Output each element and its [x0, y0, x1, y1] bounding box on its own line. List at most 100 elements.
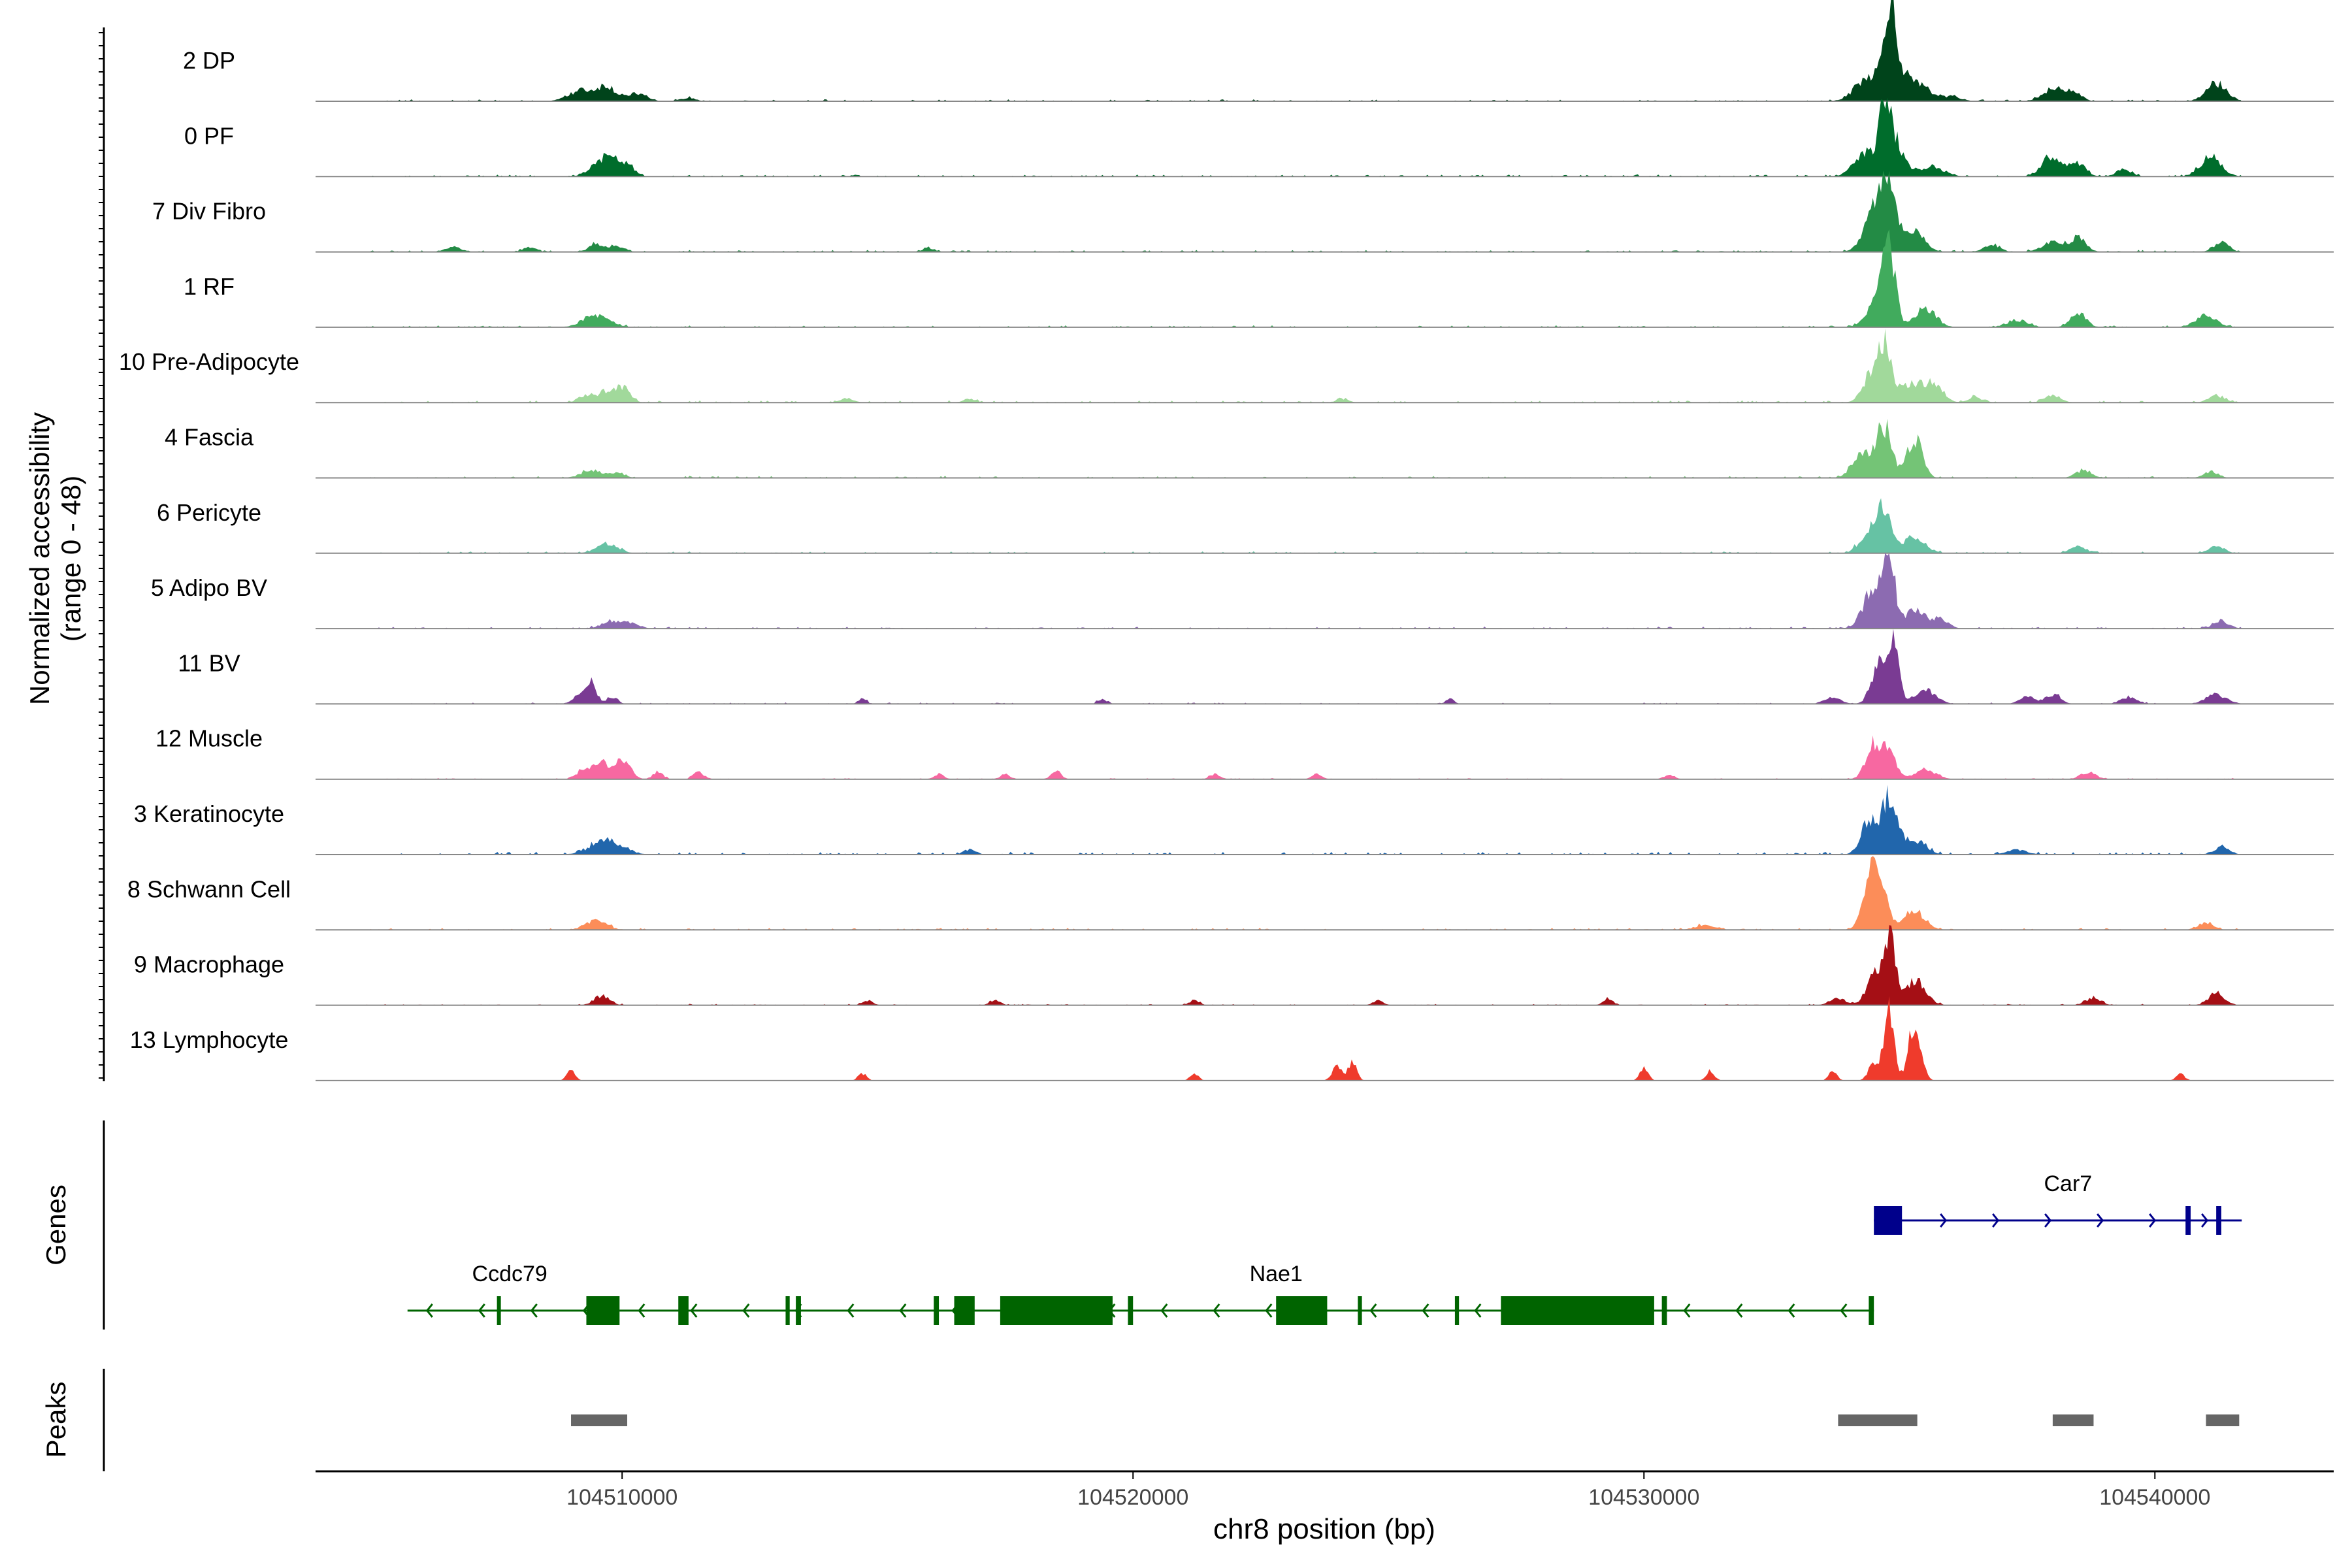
gene-exon: [1869, 1296, 1874, 1325]
track-label: 7 Div Fibro: [152, 198, 266, 225]
strand-chevron: [1265, 1303, 1273, 1318]
gene-exon: [1874, 1206, 1903, 1235]
x-axis: 104510000 104520000 104530000 104540000: [316, 1470, 2334, 1510]
gene-exon: [1661, 1296, 1667, 1325]
track-signal: [367, 629, 2242, 704]
track-12: 8 Schwann Cell: [127, 856, 2334, 931]
y-axis: [99, 27, 105, 1081]
x-tick-label: 104540000: [2099, 1485, 2210, 1510]
gene-exon: [2216, 1206, 2221, 1235]
gene-exon: [497, 1296, 501, 1325]
track-label: 3 Keratinocyte: [134, 800, 284, 827]
strand-chevron: [638, 1303, 645, 1318]
track-label: 1 RF: [184, 273, 235, 300]
strand-chevron: [1940, 1213, 1948, 1228]
x-tick-label: 104510000: [566, 1485, 678, 1510]
x-tick-label: 104520000: [1077, 1485, 1188, 1510]
track-5: 10 Pre-Adipocyte: [119, 329, 2334, 404]
peaks-track: [571, 1414, 2240, 1426]
gene-ccdc79: Ccdc79: [407, 1262, 620, 1325]
strand-chevron: [1992, 1213, 2000, 1228]
gene-exon: [934, 1296, 939, 1325]
track-label: 0 PF: [184, 122, 234, 149]
accessibility-tracks: 2 DP 0 PF 7 Div Fibro 1 RF 10 Pre-Adipocyte 4…: [119, 0, 2334, 1081]
track-signal: [367, 785, 2242, 855]
gene-exon: [1358, 1296, 1362, 1325]
x-tick-label: 104530000: [1588, 1485, 1699, 1510]
track-signal: [367, 329, 2242, 403]
track-label: 10 Pre-Adipocyte: [119, 348, 299, 375]
track-label: 4 Fascia: [165, 424, 254, 451]
track-signal: [367, 97, 2242, 177]
gene-exon: [678, 1296, 689, 1325]
gene-exon: [1501, 1296, 1654, 1325]
peaks-track-label: Peaks: [41, 1382, 71, 1458]
strand-chevron: [1840, 1303, 1848, 1318]
gene-exon: [1000, 1296, 1113, 1325]
track-signal: [367, 229, 2242, 327]
strand-chevron: [1735, 1303, 1743, 1318]
strand-chevron: [425, 1303, 433, 1318]
y-axis-range-label: (range 0 - 48): [56, 476, 86, 642]
strand-chevron: [1213, 1303, 1220, 1318]
track-13: 9 Macrophage: [134, 925, 2334, 1006]
track-4: 1 RF: [184, 229, 2334, 328]
track-signal: [367, 856, 2242, 930]
track-signal: [367, 735, 2242, 779]
track-label: 2 DP: [183, 47, 235, 74]
track-label: 9 Macrophage: [134, 951, 284, 978]
peak-region: [1838, 1414, 1918, 1426]
genes-track-label: Genes: [41, 1184, 71, 1266]
peak-region: [571, 1414, 628, 1426]
track-1: 2 DP: [183, 0, 2334, 102]
strand-chevron: [899, 1303, 907, 1318]
y-axis-label: Normalized accessibility: [24, 412, 55, 705]
track-label: 6 Pericyte: [157, 499, 261, 526]
gene-exon: [1454, 1296, 1460, 1325]
strand-chevron: [2097, 1213, 2104, 1228]
gene-exon: [796, 1296, 801, 1325]
strand-chevron: [2149, 1213, 2157, 1228]
track-6: 4 Fascia: [165, 419, 2334, 479]
track-8: 5 Adipo BV: [151, 553, 2334, 630]
strand-chevron: [530, 1303, 538, 1318]
gene-nae1: Nae1: [619, 1262, 1874, 1325]
strand-chevron: [742, 1303, 750, 1318]
track-signal: [367, 553, 2242, 629]
track-label: 11 BV: [178, 649, 240, 676]
peak-region: [2052, 1414, 2094, 1426]
strand-chevron: [847, 1303, 855, 1318]
gene-exon: [586, 1296, 620, 1325]
gene-exon: [954, 1296, 975, 1325]
strand-chevron: [690, 1303, 698, 1318]
track-signal: [367, 498, 2242, 553]
strand-chevron: [1683, 1303, 1691, 1318]
track-label: 8 Schwann Cell: [127, 875, 291, 902]
strand-chevron: [1369, 1303, 1377, 1318]
strand-chevron: [1160, 1303, 1168, 1318]
gene-label: Car7: [2044, 1171, 2092, 1196]
strand-chevron: [1422, 1303, 1429, 1318]
gene-label: Ccdc79: [472, 1262, 547, 1286]
track-11: 3 Keratinocyte: [134, 785, 2334, 855]
gene-exon: [785, 1296, 790, 1325]
strand-chevron: [2044, 1213, 2052, 1228]
track-label: 12 Muscle: [155, 725, 263, 752]
track-signal: [367, 419, 2242, 478]
strand-chevron: [1788, 1303, 1795, 1318]
strand-chevron: [2201, 1213, 2209, 1228]
gene-exon: [1128, 1296, 1134, 1325]
track-3: 7 Div Fibro: [152, 171, 2334, 253]
track-label: 13 Lymphocyte: [130, 1026, 289, 1053]
gene-car7: Car7: [1874, 1171, 2242, 1235]
track-7: 6 Pericyte: [157, 498, 2334, 554]
track-10: 12 Muscle: [155, 725, 2334, 780]
track-14: 13 Lymphocyte: [130, 996, 2334, 1081]
track-signal: [367, 171, 2242, 252]
gene-exon: [2185, 1206, 2191, 1235]
x-axis-label: chr8 position (bp): [1213, 1513, 1435, 1545]
track-signal: [367, 996, 2242, 1081]
strand-chevron: [1474, 1303, 1482, 1318]
track-signal: [367, 0, 2242, 101]
